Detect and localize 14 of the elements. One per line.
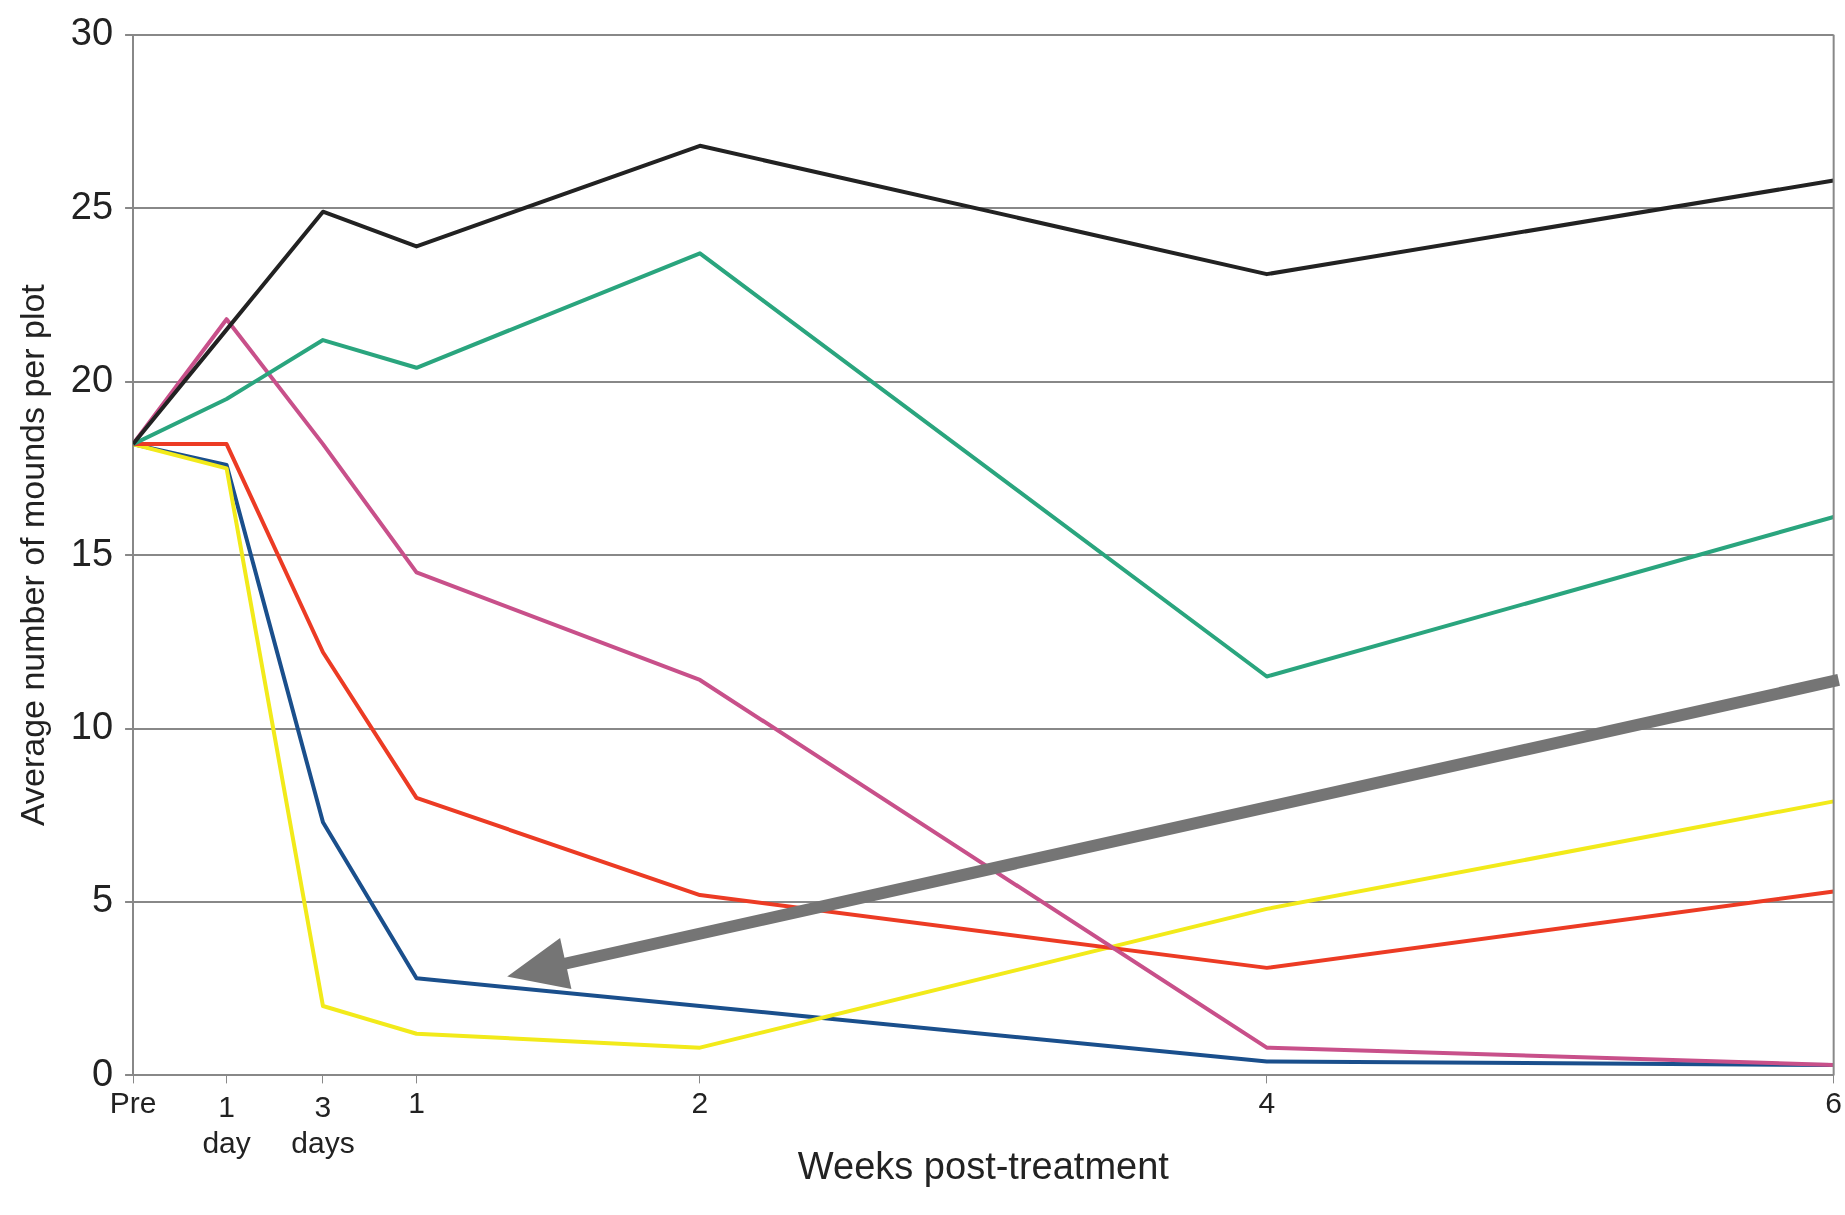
- y-tick-label: 20: [70, 358, 114, 401]
- x-tick-label: 6: [1825, 1085, 1842, 1119]
- x-tick-label: 1: [408, 1085, 425, 1119]
- text: 3 days: [291, 1089, 355, 1159]
- x-axis-title: Weeks post-treatment: [797, 1144, 1170, 1187]
- x-tick-label: 2: [691, 1085, 709, 1119]
- y-tick-label: 10: [70, 705, 114, 748]
- y-tick-label: 15: [70, 531, 114, 574]
- y-axis-title: Average number of mounds per plot: [12, 283, 51, 827]
- y-tick-label: 30: [70, 11, 114, 54]
- y-tick-label: 25: [70, 184, 114, 227]
- text: 1 day: [202, 1089, 251, 1159]
- y-tick-label: 5: [91, 878, 114, 921]
- x-tick-label: 4: [1258, 1085, 1276, 1119]
